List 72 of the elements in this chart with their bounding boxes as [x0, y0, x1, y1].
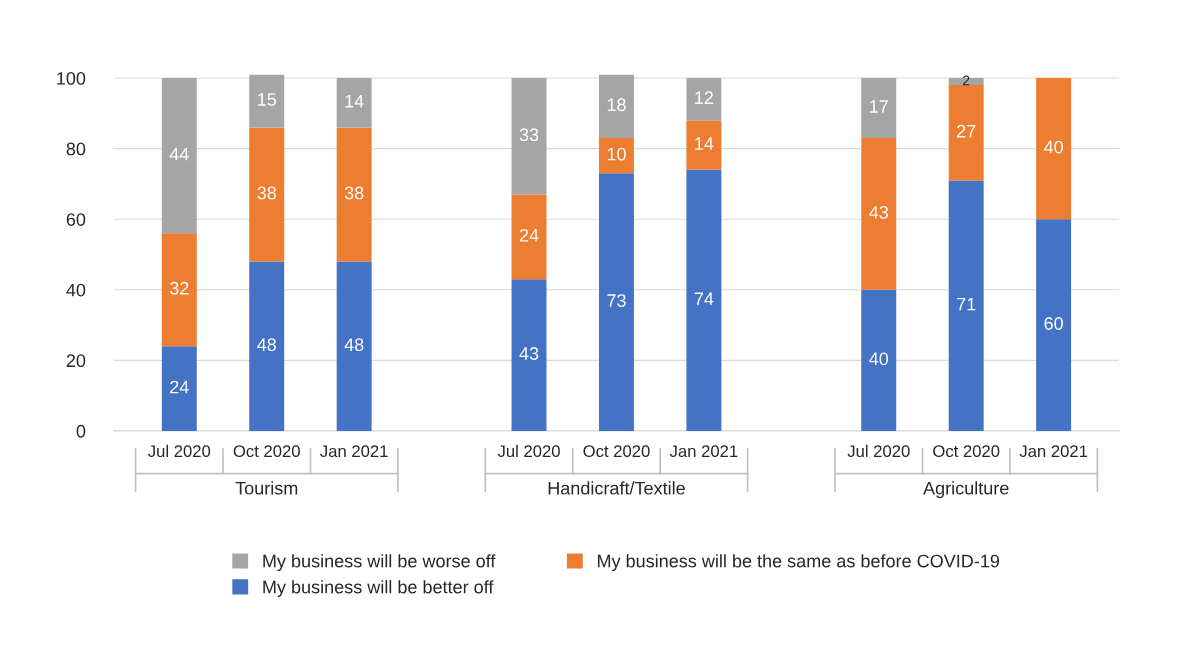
bar	[948, 85, 984, 181]
data-label: 48	[344, 338, 364, 352]
y-tick-label: 0	[76, 424, 86, 438]
legend-label: My business will be the same as before COVID-19	[597, 554, 1000, 572]
bar	[948, 180, 984, 431]
data-label: 40	[1043, 140, 1063, 154]
data-label: 27	[957, 124, 976, 138]
legend-label: My business will be better off	[263, 580, 494, 597]
y-tick-label: 40	[66, 283, 86, 297]
y-tick-label: 20	[66, 354, 86, 368]
bar	[598, 74, 634, 139]
bar	[336, 78, 372, 128]
data-label: 73	[607, 294, 626, 307]
data-label: 71	[957, 297, 976, 311]
text: Tourism	[235, 481, 298, 495]
bar	[511, 279, 547, 431]
text: Agriculture	[923, 481, 1009, 499]
x-tick-label: Jan 2021	[669, 445, 738, 458]
x-tick-label: Oct 2020	[233, 445, 300, 458]
x-tick-label: Oct 2020	[583, 445, 650, 458]
bar	[161, 346, 197, 431]
data-label: 74	[694, 292, 714, 306]
y-tick-label: 100	[57, 71, 86, 85]
data-label: 14	[695, 137, 714, 150]
x-tick-label: Jul 2020	[847, 444, 910, 458]
bar	[686, 169, 722, 431]
bar	[336, 261, 372, 431]
data-label: 14	[345, 95, 364, 108]
bar	[861, 138, 897, 290]
bar	[336, 127, 372, 262]
data-label: 10	[607, 147, 626, 161]
bar	[161, 233, 197, 347]
data-label: 33	[519, 128, 539, 142]
data-label: 17	[870, 100, 888, 113]
data-label: 43	[519, 347, 539, 360]
bar	[161, 78, 197, 234]
data-label: 38	[257, 186, 276, 200]
bar	[249, 74, 285, 128]
bar	[686, 78, 722, 121]
x-tick-label: Oct 2020	[933, 445, 1000, 458]
data-label: 24	[519, 228, 539, 242]
bar	[511, 194, 547, 280]
bar	[686, 120, 722, 170]
y-tick-label: 60	[66, 213, 86, 226]
data-label: 43	[869, 205, 888, 219]
bar	[1036, 78, 1072, 220]
data-label: 44	[169, 147, 189, 161]
data-label: 40	[869, 352, 889, 366]
data-label: 12	[695, 91, 714, 104]
bar	[861, 78, 897, 139]
bar	[249, 127, 285, 262]
data-label: 32	[169, 281, 189, 295]
bar	[511, 78, 547, 195]
x-tick-label: Jul 2020	[148, 444, 211, 458]
data-label: 24	[170, 380, 189, 394]
legend-label: My business will be worse off	[263, 554, 496, 572]
x-tick-label: Jul 2020	[497, 444, 560, 458]
data-label: 60	[1044, 317, 1063, 330]
bar	[249, 261, 285, 431]
bar	[1036, 219, 1072, 431]
x-tick-label: Jan 2021	[320, 445, 388, 458]
y-tick-label: 80	[66, 142, 86, 156]
x-tick-label: Jan 2021	[1019, 445, 1088, 458]
data-label: 48	[257, 338, 276, 352]
data-label: 18	[607, 98, 626, 112]
data-label: 2	[963, 75, 970, 86]
text: Handicraft/Textile	[548, 481, 685, 495]
bar	[861, 289, 897, 431]
bar	[598, 138, 634, 174]
data-label: 38	[344, 186, 364, 200]
bar	[598, 173, 634, 431]
data-label: 15	[258, 93, 277, 106]
